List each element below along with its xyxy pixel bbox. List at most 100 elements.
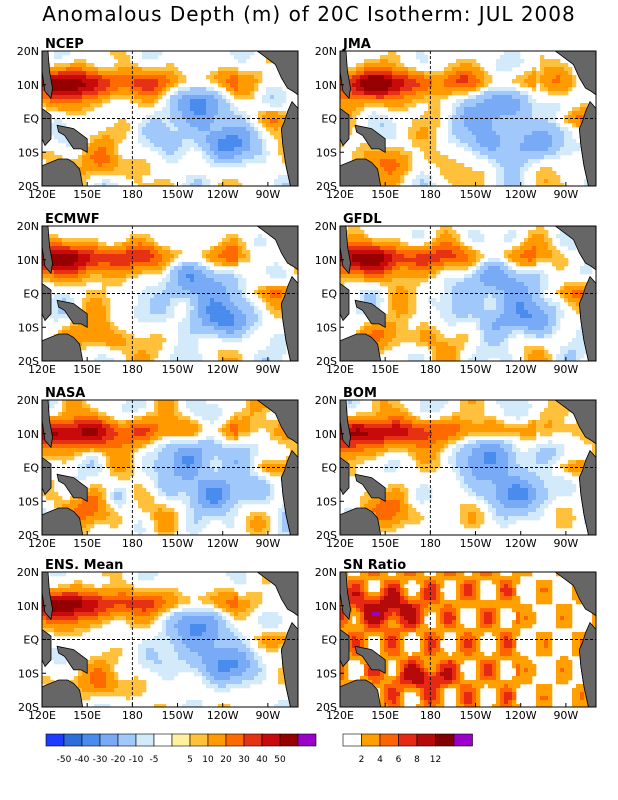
field-cell (448, 71, 453, 76)
field-cell (388, 286, 393, 291)
field-cell (118, 338, 123, 343)
field-cell (556, 135, 561, 140)
field-cell (246, 51, 251, 56)
field-cell (368, 59, 373, 64)
field-cell (170, 314, 175, 319)
field-cell (54, 282, 59, 287)
field-cell (118, 254, 123, 259)
field-cell (396, 262, 401, 267)
field-cell (440, 250, 445, 255)
field-cell (396, 163, 401, 168)
field-cell (234, 326, 239, 331)
field-cell (42, 274, 47, 279)
field-cell (444, 71, 449, 76)
field-cell (102, 91, 107, 96)
field-cell (468, 230, 473, 235)
field-cell (408, 282, 413, 287)
field-cell (408, 79, 413, 84)
field-cell (170, 139, 175, 144)
field-cell (162, 131, 167, 136)
field-cell (504, 282, 509, 287)
field-cell (472, 75, 477, 80)
field-cell (356, 67, 361, 72)
field-cell (484, 123, 489, 128)
field-cell (532, 294, 537, 299)
field-cell (528, 163, 533, 168)
field-cell (548, 127, 553, 132)
field-cell (512, 59, 517, 64)
field-cell (560, 147, 565, 152)
field-cell (504, 139, 509, 144)
field-cell (138, 71, 143, 76)
field-cell (118, 159, 123, 164)
field-cell (448, 290, 453, 295)
field-cell (352, 103, 357, 108)
field-cell (404, 107, 409, 112)
field-cell (380, 175, 385, 180)
field-cell (138, 234, 143, 239)
field-cell (98, 278, 103, 283)
field-cell (520, 91, 525, 96)
field-cell (376, 95, 381, 100)
field-cell (404, 103, 409, 108)
field-cell (234, 314, 239, 319)
field-cell (94, 246, 99, 251)
field-cell (456, 282, 461, 287)
field-cell (452, 282, 457, 287)
field-cell (496, 171, 501, 176)
field-cell (90, 330, 95, 335)
field-cell (468, 286, 473, 291)
field-cell (278, 135, 283, 140)
field-cell (564, 286, 569, 291)
field-cell (532, 159, 537, 164)
field-cell (242, 127, 247, 132)
field-cell (198, 330, 203, 335)
field-cell (150, 143, 155, 148)
field-cell (206, 159, 211, 164)
field-cell (102, 314, 107, 319)
field-cell (166, 290, 171, 295)
field-cell (360, 71, 365, 76)
field-cell (568, 290, 573, 295)
field-cell (536, 270, 541, 275)
field-cell (202, 151, 207, 156)
field-cell (270, 354, 275, 359)
field-cell (210, 322, 215, 327)
field-cell (356, 147, 361, 152)
field-cell (544, 151, 549, 156)
field-cell (150, 266, 155, 271)
field-cell (388, 51, 393, 56)
field-cell (388, 242, 393, 247)
field-cell (400, 278, 405, 283)
field-cell (384, 119, 389, 124)
field-cell (110, 250, 115, 255)
field-cell (452, 127, 457, 132)
field-cell (102, 71, 107, 76)
field-cell (568, 71, 573, 76)
field-cell (170, 131, 175, 136)
field-cell (106, 270, 111, 275)
field-cell (500, 139, 505, 144)
field-cell (508, 274, 513, 279)
field-cell (142, 143, 147, 148)
field-cell (246, 155, 251, 160)
field-cell (106, 75, 111, 80)
field-cell (484, 282, 489, 287)
field-cell (476, 266, 481, 271)
field-cell (270, 298, 275, 303)
field-cell (186, 286, 191, 291)
field-cell (508, 179, 513, 184)
field-cell (226, 250, 231, 255)
x-tick-label: 120W (207, 363, 239, 376)
field-cell (524, 254, 529, 259)
field-cell (364, 262, 369, 267)
field-cell (194, 183, 199, 186)
field-cell (278, 115, 283, 120)
field-cell (536, 175, 541, 180)
field-cell (552, 258, 557, 263)
field-cell (86, 306, 91, 311)
field-cell (254, 310, 259, 315)
field-cell (126, 334, 131, 339)
field-cell (492, 262, 497, 267)
figure-title: Anomalous Depth (m) of 20C Isotherm: JUL… (42, 2, 576, 26)
